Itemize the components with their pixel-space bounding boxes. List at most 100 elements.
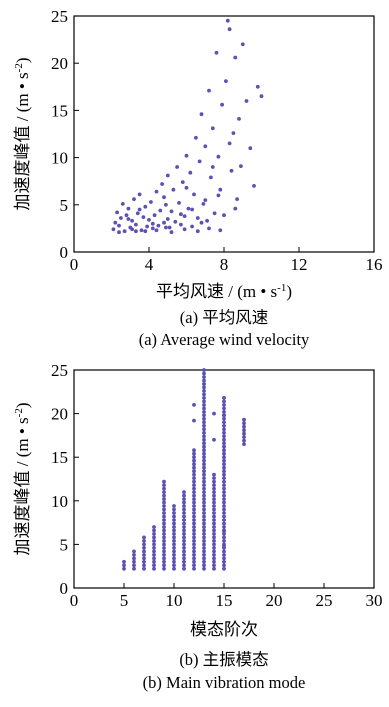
data-point [152, 213, 157, 218]
data-point [141, 215, 146, 220]
data-point [201, 202, 206, 206]
data-point [165, 217, 170, 221]
data-point [212, 532, 216, 536]
data-point [222, 525, 226, 529]
ytick-label-a: 15 [51, 101, 68, 120]
data-point [132, 556, 136, 561]
data-point [212, 566, 216, 571]
data-point [182, 566, 186, 571]
data-point [192, 546, 196, 550]
data-point [207, 88, 211, 93]
data-point [222, 427, 226, 432]
xtick-label-b: 0 [70, 591, 79, 610]
data-point [172, 504, 176, 508]
data-point [222, 532, 226, 536]
data-point [182, 490, 186, 494]
data-point [202, 441, 206, 446]
data-point [192, 458, 196, 463]
data-point [242, 421, 246, 426]
data-point [162, 493, 166, 498]
caption-en-b: (b) Main vibration mode [143, 673, 306, 692]
data-point [212, 211, 217, 216]
data-point [182, 493, 186, 498]
data-point [222, 556, 226, 561]
data-point [182, 227, 187, 232]
data-point [162, 479, 166, 484]
data-point [205, 218, 210, 223]
data-point [122, 229, 127, 234]
data-point [259, 94, 264, 99]
data-point [192, 472, 196, 477]
data-point [192, 518, 196, 522]
data-point [222, 406, 226, 411]
data-point [202, 559, 206, 564]
data-point [202, 469, 206, 474]
data-point [192, 514, 196, 519]
ytick-label-b: 5 [60, 535, 69, 554]
data-point [229, 168, 234, 173]
data-point [212, 521, 216, 526]
xtick-label-a: 16 [366, 255, 383, 274]
data-point [202, 490, 206, 494]
data-point [152, 546, 156, 550]
data-point [222, 507, 226, 512]
data-point [212, 556, 216, 561]
data-point [142, 559, 146, 564]
data-point [212, 559, 216, 564]
data-point [212, 486, 216, 491]
data-point [212, 437, 216, 442]
ytick-label-a: 20 [51, 54, 68, 73]
data-point [212, 490, 216, 494]
data-point [117, 230, 121, 235]
caption-en-a: (a) Average wind velocity [139, 330, 310, 349]
data-point [162, 521, 166, 526]
xtick-label-a: 12 [291, 255, 308, 274]
data-point [212, 518, 216, 522]
data-point [119, 216, 123, 220]
data-point [212, 514, 216, 519]
ytick-label-a: 0 [60, 243, 69, 262]
data-point [222, 566, 226, 571]
data-point [192, 476, 196, 480]
data-point [192, 563, 196, 568]
data-point [242, 428, 246, 433]
data-point [162, 504, 166, 508]
data-point [192, 493, 196, 498]
data-point [182, 521, 186, 526]
panel-b: 0 5 10 15 20 25 30 0 5 10 15 20 25 模态阶次 加速度峰值 / (m •… [13, 361, 383, 692]
data-point [212, 528, 216, 533]
data-point [242, 442, 246, 446]
data-point [242, 417, 246, 422]
data-point [139, 228, 144, 233]
data-point [202, 528, 206, 533]
data-point [222, 430, 226, 435]
data-point [210, 126, 215, 131]
data-point [202, 535, 206, 540]
data-point [212, 493, 216, 498]
data-point [212, 511, 216, 515]
data-point [145, 224, 150, 229]
ticks-a: 0 4 8 12 16 0 5 10 15 20 25 [51, 7, 383, 274]
panel-a: 0 4 8 12 16 0 5 10 15 20 25 平均风速 / (m • s-1) 加速度峰值… [13, 7, 383, 349]
data-point [182, 525, 186, 529]
data-point [173, 219, 178, 224]
data-point [203, 144, 208, 149]
data-point [132, 549, 136, 554]
data-point [202, 507, 206, 512]
data-point [209, 175, 213, 180]
data-point [202, 382, 206, 386]
data-point [142, 549, 146, 554]
data-point [212, 483, 216, 487]
data-point [195, 216, 200, 220]
data-point [162, 535, 166, 540]
data-point [172, 532, 176, 536]
data-point [212, 525, 216, 529]
data-point [182, 559, 186, 564]
data-point [150, 226, 155, 231]
data-point [202, 399, 206, 404]
data-point [142, 553, 146, 557]
data-point [202, 525, 206, 529]
data-point [192, 553, 196, 557]
data-point [222, 500, 226, 505]
data-point [202, 375, 206, 379]
